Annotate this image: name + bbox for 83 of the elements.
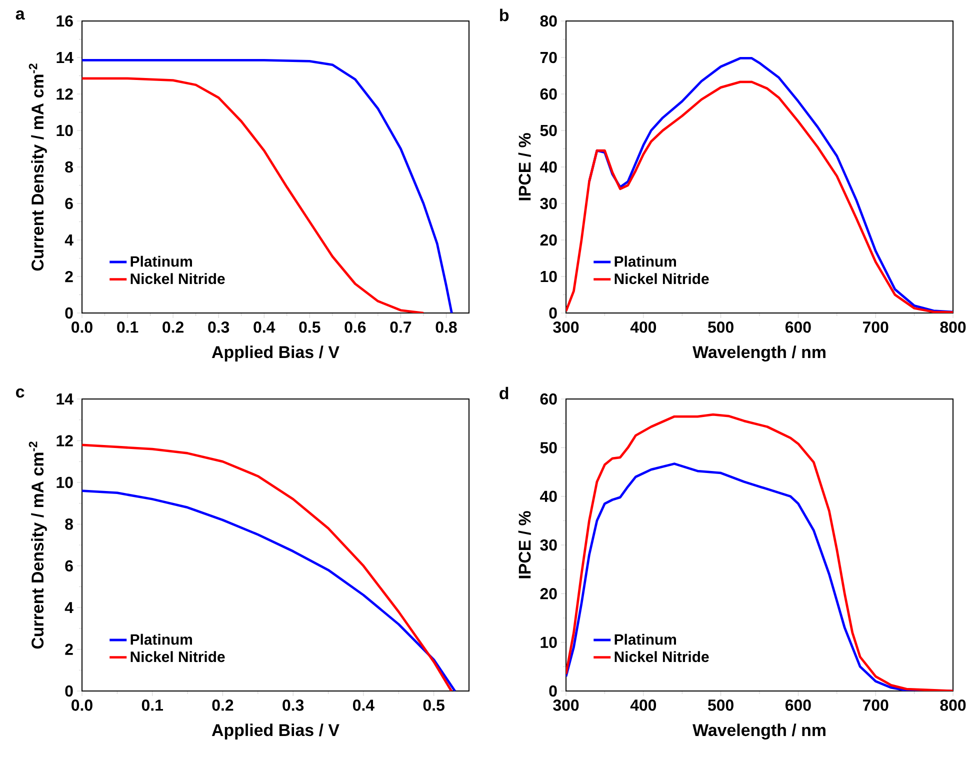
- y-tick-label: 16: [56, 15, 73, 27]
- y-tick-label: 12: [56, 88, 73, 100]
- y-tick-label: 60: [540, 88, 557, 100]
- y-tick-label: 30: [540, 539, 557, 551]
- y-tick-label: 8: [65, 161, 73, 173]
- line-series: [82, 490, 456, 692]
- y-tick-label: 60: [540, 393, 557, 405]
- y-tick-label: 20: [540, 234, 557, 246]
- y-tick-label: 70: [540, 52, 557, 64]
- legend-label: Nickel Nitride: [614, 273, 709, 284]
- x-tick-label: 700: [863, 322, 888, 333]
- legend-label: Nickel Nitride: [130, 273, 225, 284]
- x-axis-title: Applied Bias / V: [212, 724, 340, 740]
- y-tick-label: 4: [64, 234, 74, 246]
- x-tick-label: 0.7: [390, 322, 412, 333]
- x-tick-label: 400: [630, 322, 656, 333]
- y-tick-label: 10: [56, 476, 73, 488]
- chart-title: c: [16, 388, 24, 398]
- x-tick-label: 700: [863, 700, 888, 711]
- x-tick-label: 0.6: [344, 322, 366, 333]
- x-tick-label: 0.2: [212, 700, 234, 711]
- x-tick-label: 0.1: [117, 322, 138, 333]
- y-tick-label: 6: [65, 198, 73, 210]
- y-tick-label: 10: [540, 270, 557, 282]
- x-tick-label: 800: [940, 322, 966, 333]
- x-tick-label: 0.0: [72, 700, 92, 711]
- x-tick-label: 0.5: [423, 700, 444, 711]
- y-tick-label: 2: [65, 644, 73, 655]
- y-tick-label: 2: [65, 270, 73, 282]
- legend-label: Platinum: [614, 256, 676, 267]
- y-axis-title: IPCE / %: [518, 511, 531, 578]
- x-tick-label: 0.0: [72, 322, 92, 333]
- x-tick-label: 0.4: [353, 700, 374, 711]
- x-tick-label: 0.3: [282, 700, 304, 711]
- y-tick-label: 40: [540, 490, 557, 502]
- y-tick-label: 4: [64, 602, 74, 614]
- y-tick-label: 6: [65, 560, 73, 572]
- y-tick-label: 0: [65, 685, 73, 697]
- x-tick-label: 0.1: [142, 700, 163, 711]
- y-tick-label: 30: [540, 198, 557, 210]
- x-axis-title: Wavelength / nm: [692, 724, 826, 740]
- x-tick-label: 0.4: [254, 322, 276, 333]
- y-axis-title: Current Density / mA cm$^{-2}$: [28, 442, 47, 649]
- x-axis-title: Wavelength / nm: [692, 346, 826, 362]
- chart-title: b: [500, 8, 509, 22]
- legend-label: Nickel Nitride: [130, 651, 225, 662]
- y-tick-label: 14: [56, 52, 74, 63]
- legend-label: Nickel Nitride: [614, 651, 709, 662]
- x-tick-label: 600: [785, 322, 811, 333]
- y-tick-label: 20: [540, 588, 557, 600]
- chart-title: d: [500, 386, 508, 400]
- line-series: [566, 413, 954, 692]
- legend-label: Platinum: [130, 256, 192, 267]
- y-tick-label: 50: [540, 442, 557, 454]
- x-tick-label: 500: [708, 700, 734, 711]
- x-tick-label: 0.2: [162, 322, 184, 333]
- y-axis-title: Current Density / mA cm$^{-2}$: [28, 64, 47, 271]
- y-tick-label: 40: [540, 161, 557, 173]
- chart-title: a: [16, 10, 25, 20]
- x-tick-label: 500: [708, 322, 734, 333]
- line-series: [82, 444, 453, 692]
- legend-label: Platinum: [614, 634, 676, 645]
- x-tick-label: 0.3: [208, 322, 230, 333]
- x-tick-label: 300: [553, 700, 579, 711]
- x-tick-label: 0.5: [299, 322, 320, 333]
- y-tick-label: 10: [540, 636, 557, 648]
- y-tick-label: 10: [56, 124, 73, 136]
- y-tick-label: 14: [56, 394, 74, 404]
- x-axis-title: Applied Bias / V: [212, 346, 340, 362]
- x-tick-label: 0.8: [436, 322, 457, 333]
- y-tick-label: 80: [540, 15, 557, 27]
- y-tick-label: 50: [540, 124, 557, 136]
- x-tick-label: 400: [630, 700, 656, 711]
- y-tick-label: 0: [549, 307, 557, 319]
- y-tick-label: 8: [65, 518, 73, 530]
- y-tick-label: 0: [65, 307, 73, 319]
- x-tick-label: 800: [940, 700, 966, 711]
- y-tick-label: 0: [549, 685, 557, 697]
- y-tick-label: 12: [56, 435, 73, 446]
- legend-label: Platinum: [130, 634, 192, 645]
- x-tick-label: 300: [553, 322, 579, 333]
- y-axis-title: IPCE / %: [518, 133, 531, 200]
- x-tick-label: 600: [785, 700, 811, 711]
